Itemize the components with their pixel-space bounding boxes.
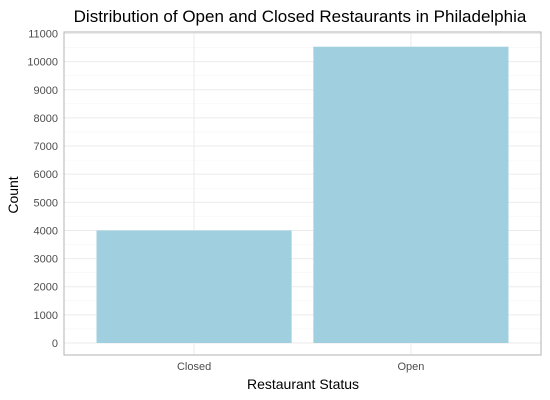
y-tick-label: 9000 bbox=[34, 85, 58, 97]
y-tick-label: 6000 bbox=[34, 169, 58, 181]
x-axis-tick-labels: Closed Open bbox=[177, 361, 424, 373]
y-tick-label: 11000 bbox=[28, 29, 58, 41]
x-tick-label: Closed bbox=[177, 361, 211, 373]
panel-border bbox=[63, 31, 542, 356]
y-tick-label: 2000 bbox=[34, 282, 58, 294]
y-tick-label: 5000 bbox=[34, 197, 58, 209]
x-tick-label: Open bbox=[397, 361, 424, 373]
y-tick-label: 7000 bbox=[34, 141, 58, 153]
y-tick-label: 4000 bbox=[34, 225, 58, 237]
y-axis-tick-labels: 0 1000 2000 3000 4000 5000 6000 7000 8000 9000 100… bbox=[27, 29, 58, 351]
bar-open bbox=[313, 46, 509, 343]
y-tick-label: 1000 bbox=[34, 310, 58, 322]
bars bbox=[96, 46, 509, 343]
chart-title: Distribution of Open and Closed Restaura… bbox=[74, 7, 527, 26]
y-axis-title: Count bbox=[5, 176, 21, 213]
x-axis-title: Restaurant Status bbox=[247, 376, 359, 392]
y-tick-label: 3000 bbox=[34, 254, 58, 266]
y-tick-label: 0 bbox=[52, 338, 58, 350]
y-tick-label: 8000 bbox=[34, 113, 58, 125]
bar-closed bbox=[96, 230, 292, 343]
y-tick-label: 10000 bbox=[27, 57, 58, 69]
